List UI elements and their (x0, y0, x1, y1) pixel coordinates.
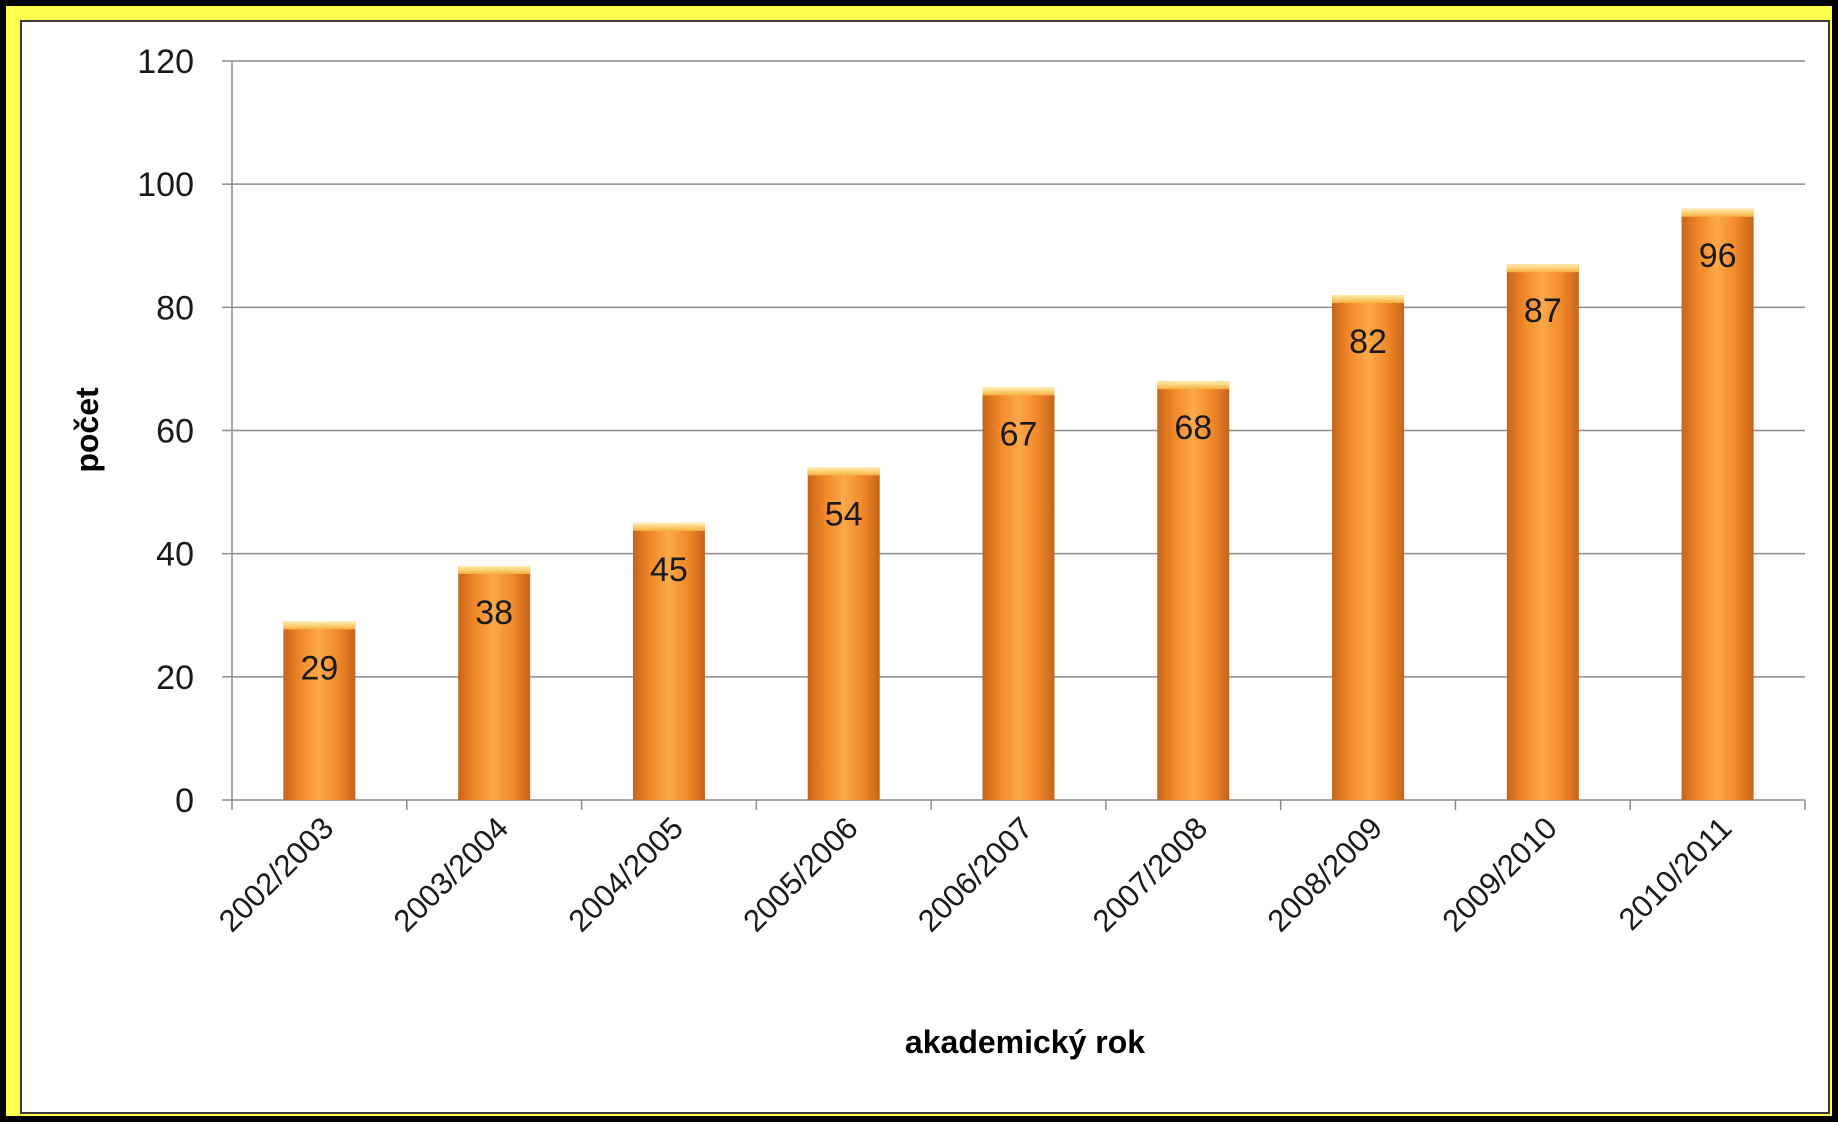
y-axis-title: počet (69, 387, 105, 473)
x-tick-label: 2008/2009 (1261, 810, 1389, 938)
bar (458, 565, 531, 800)
bar (982, 387, 1055, 800)
x-tick-label: 2003/2004 (387, 810, 515, 938)
y-tick-label: 100 (137, 166, 194, 204)
y-tick-label: 20 (156, 659, 194, 697)
bar-top-highlight (1157, 381, 1230, 390)
bar (1681, 208, 1754, 801)
bars (283, 208, 1754, 801)
y-tick-label: 120 (137, 43, 194, 81)
data-label: 67 (1000, 415, 1038, 453)
bar (1506, 264, 1579, 801)
x-tick-label: 2006/2007 (911, 810, 1039, 938)
bar-top-highlight (807, 467, 880, 476)
data-label: 82 (1349, 323, 1387, 361)
data-label: 45 (650, 551, 688, 589)
x-tick-label: 2010/2011 (1612, 810, 1739, 937)
y-tick-label: 60 (156, 413, 194, 451)
bar (1332, 295, 1405, 800)
y-tick-label: 80 (156, 289, 194, 327)
bar-top-highlight (458, 565, 531, 574)
data-label: 38 (475, 594, 513, 632)
bar (1157, 381, 1230, 800)
x-tick-label: 2007/2008 (1086, 810, 1214, 938)
bar-top-highlight (283, 621, 356, 630)
bar-top-highlight (1332, 295, 1405, 304)
bar-top-highlight (1681, 208, 1754, 217)
labels: 0 20 40 60 80 100 120 29 2002/2003 38 2003/2004 45 2… (137, 43, 1738, 939)
data-label: 87 (1524, 292, 1562, 330)
x-axis-title: akademický rok (905, 1024, 1145, 1060)
bar (632, 522, 705, 800)
data-label: 96 (1699, 237, 1737, 275)
data-label: 54 (825, 495, 863, 533)
data-label: 29 (300, 649, 338, 687)
bar-top-highlight (632, 522, 705, 531)
x-tick-label: 2004/2005 (562, 810, 690, 938)
data-label: 68 (1174, 409, 1212, 447)
bar-top-highlight (982, 387, 1055, 396)
bar (807, 467, 880, 800)
y-tick-label: 0 (175, 782, 194, 820)
x-tick-label: 2002/2003 (212, 810, 340, 938)
x-tick-label: 2005/2006 (736, 810, 864, 938)
y-tick-label: 40 (156, 536, 194, 574)
bar (283, 621, 356, 800)
x-tick-label: 2009/2010 (1435, 810, 1563, 938)
bar-top-highlight (1506, 264, 1579, 273)
